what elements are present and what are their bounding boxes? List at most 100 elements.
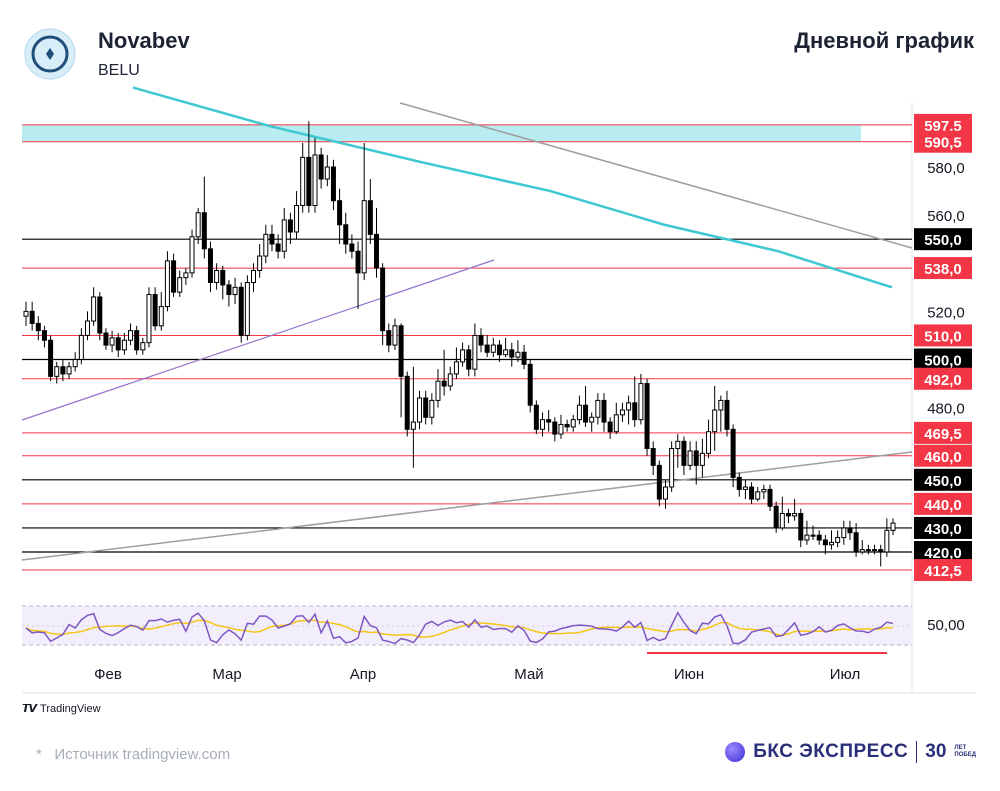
candle-body bbox=[878, 549, 884, 553]
chart-title: Дневной график bbox=[794, 28, 974, 53]
level-label-bg bbox=[914, 559, 972, 582]
candle-body bbox=[576, 404, 582, 421]
time-tick-label: Июл bbox=[830, 666, 860, 683]
level-label: 538,0 bbox=[924, 261, 962, 278]
candle-body bbox=[195, 212, 201, 238]
level-label-bg bbox=[914, 516, 972, 539]
candle-body bbox=[687, 450, 693, 466]
candle-body bbox=[238, 286, 244, 336]
level-label: 440,0 bbox=[924, 497, 962, 514]
source-star: * bbox=[36, 746, 42, 763]
candle-body bbox=[361, 200, 367, 274]
candle-body bbox=[48, 339, 54, 377]
candle-body bbox=[564, 423, 570, 428]
candle-body bbox=[761, 488, 767, 493]
candle-body bbox=[417, 397, 423, 423]
rsi-tick-label: 50,00 bbox=[927, 617, 965, 634]
candle-body bbox=[386, 330, 392, 346]
candle-body bbox=[644, 383, 650, 450]
candle-body bbox=[841, 527, 847, 539]
candle-body bbox=[816, 534, 822, 541]
candle-body bbox=[792, 513, 798, 517]
candle-body bbox=[269, 233, 275, 245]
rsi-line bbox=[25, 611, 894, 645]
level-label: 590,5 bbox=[924, 135, 962, 152]
candle-body bbox=[66, 366, 72, 375]
candle-body bbox=[72, 359, 78, 368]
level-label-bg bbox=[914, 228, 972, 251]
candle-body bbox=[318, 154, 324, 180]
candle-body bbox=[146, 294, 152, 344]
candle-body bbox=[324, 166, 330, 180]
candle-body bbox=[251, 269, 257, 283]
candle-body bbox=[595, 399, 601, 418]
candle-body bbox=[281, 219, 287, 252]
tradingview-logo: 𝙏𝙑 TradingView bbox=[22, 702, 101, 716]
candle-body bbox=[736, 476, 742, 490]
brand-small: ЛЕТ ПОБЕД bbox=[954, 745, 976, 759]
level-label-bg bbox=[914, 324, 972, 347]
candle-body bbox=[103, 332, 109, 346]
candle-body bbox=[496, 344, 502, 356]
candle-body bbox=[613, 414, 619, 433]
candle-body bbox=[847, 527, 853, 534]
candle-body bbox=[78, 334, 84, 360]
level-label: 510,0 bbox=[924, 328, 962, 345]
candle-body bbox=[84, 320, 90, 336]
candle-body bbox=[706, 431, 712, 454]
candle-body bbox=[109, 337, 115, 346]
candle-body bbox=[865, 549, 871, 552]
candle-body bbox=[441, 380, 447, 387]
candle-body bbox=[675, 440, 681, 450]
candle-body bbox=[214, 269, 220, 283]
candle-body bbox=[607, 421, 613, 433]
candle-body bbox=[546, 419, 552, 423]
candle-body bbox=[853, 532, 859, 553]
candle-body bbox=[287, 219, 293, 233]
bks-brand-text: БКС ЭКСПРЕСС bbox=[753, 741, 909, 762]
candle-body bbox=[601, 399, 607, 423]
candle-body bbox=[398, 325, 404, 377]
candle-body bbox=[884, 529, 890, 553]
candle-body bbox=[540, 419, 546, 430]
trendline-support bbox=[21, 451, 913, 561]
candle-body bbox=[466, 349, 472, 370]
price-tick-label: 560,0 bbox=[927, 208, 965, 225]
candle-body bbox=[140, 342, 146, 351]
candle-body bbox=[404, 375, 410, 430]
brand-separator bbox=[916, 741, 918, 763]
candle-body bbox=[330, 166, 336, 202]
level-label: 550,0 bbox=[924, 232, 962, 249]
candle-body bbox=[527, 363, 533, 406]
candle-body bbox=[890, 522, 896, 531]
candle-body bbox=[380, 267, 386, 332]
candle-body bbox=[201, 212, 207, 250]
candle-body bbox=[859, 549, 865, 553]
candle-body bbox=[626, 402, 632, 411]
candle-body bbox=[29, 310, 35, 324]
rsi-ma-line bbox=[25, 619, 894, 638]
level-label-bg bbox=[914, 421, 972, 444]
candle-body bbox=[798, 513, 804, 541]
level-label: 460,0 bbox=[924, 449, 962, 466]
candle-body bbox=[91, 296, 97, 322]
level-label-bg bbox=[914, 348, 972, 371]
candle-body bbox=[177, 277, 183, 293]
candle-body bbox=[429, 399, 435, 418]
candle-body bbox=[785, 513, 791, 517]
candle-body bbox=[97, 296, 103, 334]
candle-body bbox=[779, 513, 785, 529]
candle-body bbox=[392, 325, 398, 346]
candle-body bbox=[134, 330, 140, 351]
candle-body bbox=[300, 156, 306, 206]
candle-body bbox=[632, 402, 638, 421]
brand-small-2: ПОБЕД bbox=[954, 752, 976, 758]
candle-body bbox=[693, 450, 699, 466]
candle-body bbox=[638, 383, 644, 421]
candle-body bbox=[54, 366, 60, 377]
level-label: 597,5 bbox=[924, 118, 962, 135]
candle-body bbox=[128, 330, 134, 341]
candle-body bbox=[152, 294, 158, 327]
candle-body bbox=[558, 423, 564, 435]
